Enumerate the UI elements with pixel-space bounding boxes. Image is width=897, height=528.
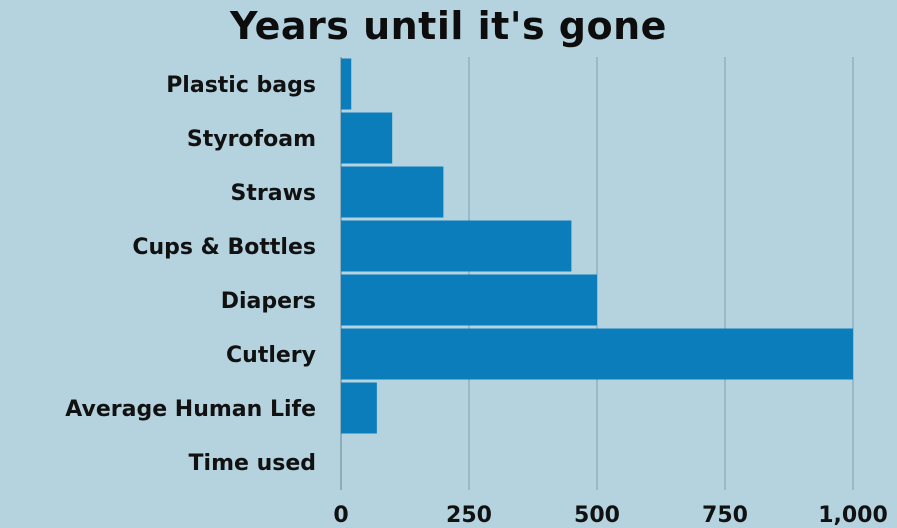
category-label: Cutlery <box>226 343 316 368</box>
category-label: Plastic bags <box>166 73 316 98</box>
bar <box>341 274 597 326</box>
x-tick-label: 500 <box>574 503 620 528</box>
bar <box>341 166 444 218</box>
category-label: Time used <box>189 451 316 476</box>
bar <box>341 382 377 434</box>
category-label: Average Human Life <box>65 397 316 422</box>
chart-title: Years until it's gone <box>230 4 667 48</box>
bar <box>341 112 393 164</box>
category-label: Straws <box>231 181 316 206</box>
x-tick-label: 1,000 <box>818 503 888 528</box>
bar <box>341 328 853 380</box>
x-tick-label: 0 <box>333 503 348 528</box>
bar <box>341 58 352 110</box>
x-tick-label: 250 <box>446 503 492 528</box>
category-label: Diapers <box>221 289 316 314</box>
category-label: Cups & Bottles <box>132 235 316 260</box>
category-label: Styrofoam <box>187 127 316 152</box>
x-tick-label: 750 <box>702 503 748 528</box>
bar <box>341 220 572 272</box>
